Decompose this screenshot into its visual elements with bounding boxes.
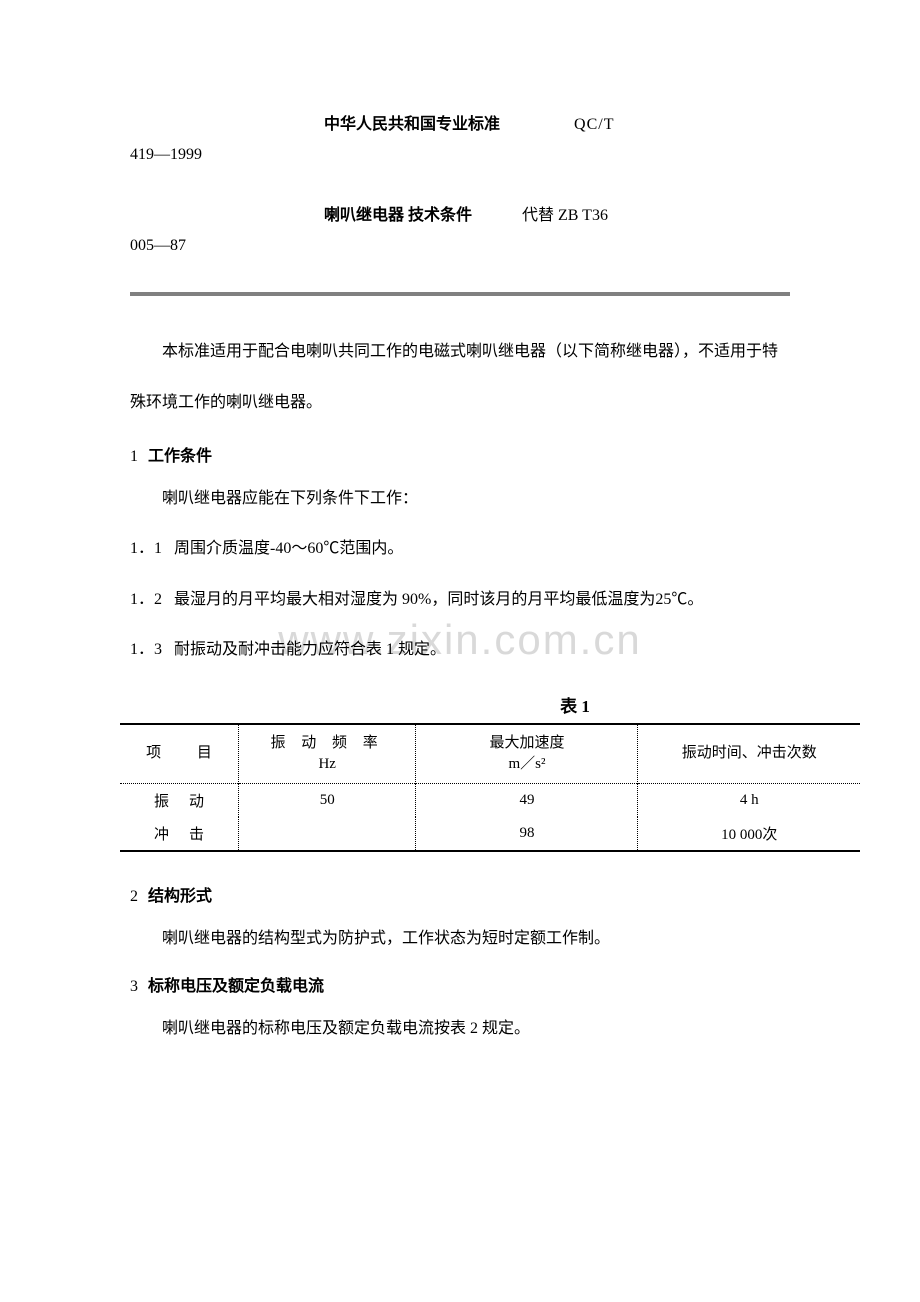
section-3-num: 3: [130, 978, 138, 995]
section-1-title-text: 工作条件: [148, 448, 212, 465]
section-3-text: 喇叭继电器的标称电压及额定负载电流按表 2 规定。: [130, 1010, 790, 1048]
section-1-lead: 喇叭继电器应能在下列条件下工作：: [130, 480, 790, 518]
table-row: 振动 50 49 4 h: [120, 783, 860, 817]
clause-1-2: 1．2 最湿月的月平均最大相对湿度为 90%，同时该月的月平均最低温度为25℃。: [130, 581, 790, 619]
document-page: 中华人民共和国专业标准 QC/T 419—1999 喇叭继电器 技术条件 代替 …: [0, 0, 920, 1120]
table-1-r1-freq: 50: [238, 783, 416, 817]
clause-1-3-num: 1．3: [130, 641, 162, 658]
clause-1-2-num: 1．2: [130, 591, 162, 608]
clause-1-3-text: 耐振动及耐冲击能力应符合表 1 规定。: [174, 641, 446, 658]
document-title: 喇叭继电器 技术条件: [324, 207, 472, 224]
table-1-r2-time: 10 000次: [638, 817, 860, 851]
clause-1-3: 1．3 耐振动及耐冲击能力应符合表 1 规定。: [130, 631, 790, 669]
table-row: 冲击 98 10 000次: [120, 817, 860, 851]
section-2-title-text: 结构形式: [148, 888, 212, 905]
replace-number: 005—87: [130, 231, 790, 261]
table-1-r2-freq: [238, 817, 416, 851]
section-3-title-text: 标称电压及额定负载电流: [148, 978, 324, 995]
table-1-r2-accel: 98: [416, 817, 638, 851]
clause-1-2-text: 最湿月的月平均最大相对湿度为 90%，同时该月的月平均最低温度为25℃。: [174, 591, 703, 608]
table-1-col-freq-line2: Hz: [318, 756, 336, 772]
table-1-col-item: 项 目: [120, 724, 238, 784]
table-1-r2-item: 冲击: [120, 817, 238, 851]
table-1-col-accel-line2: m／s²: [508, 756, 545, 772]
table-1-r1-time: 4 h: [638, 783, 860, 817]
table-1-container: 表 1 项 目 振 动 频 率 Hz 最大加速度 m／s² 振动时间、冲击次数: [120, 692, 860, 852]
table-1: 项 目 振 动 频 率 Hz 最大加速度 m／s² 振动时间、冲击次数 振动 5…: [120, 723, 860, 852]
header-line-1: 中华人民共和国专业标准 QC/T 419—1999: [130, 110, 790, 171]
table-1-r1-accel: 49: [416, 783, 638, 817]
table-1-header-row: 项 目 振 动 频 率 Hz 最大加速度 m／s² 振动时间、冲击次数: [120, 724, 860, 784]
section-2-text: 喇叭继电器的结构型式为防护式，工作状态为短时定额工作制。: [130, 920, 790, 958]
section-2-num: 2: [130, 888, 138, 905]
clause-1-1-text: 周围介质温度-40～60℃范围内。: [174, 540, 403, 557]
table-1-col-freq: 振 动 频 率 Hz: [238, 724, 416, 784]
intro-paragraph: 本标准适用于配合电喇叭共同工作的电磁式喇叭继电器（以下简称继电器），不适用于特殊…: [130, 326, 790, 428]
section-1-title: 1 工作条件: [130, 442, 790, 466]
country-standard-label: 中华人民共和国专业标准: [324, 116, 500, 133]
section-3-title: 3 标称电压及额定负载电流: [130, 972, 790, 996]
table-1-col-accel-line1: 最大加速度: [489, 735, 564, 751]
table-1-col-time: 振动时间、冲击次数: [638, 724, 860, 784]
table-1-r1-item: 振动: [120, 783, 238, 817]
standard-number: 419—1999: [130, 140, 790, 170]
replace-label: 代替 ZB T36: [522, 207, 608, 224]
clause-1-1-num: 1．1: [130, 540, 162, 557]
header-line-2: 喇叭继电器 技术条件 代替 ZB T36 005—87: [130, 201, 790, 262]
document-header: 中华人民共和国专业标准 QC/T 419—1999 喇叭继电器 技术条件 代替 …: [130, 110, 790, 262]
section-2-title: 2 结构形式: [130, 882, 790, 906]
table-1-col-freq-line1: 振 动 频 率: [271, 735, 384, 751]
standard-code: QC/T: [574, 116, 614, 133]
header-divider: [130, 292, 790, 296]
table-1-col-accel: 最大加速度 m／s²: [416, 724, 638, 784]
clause-1-1: 1．1 周围介质温度-40～60℃范围内。: [130, 530, 790, 568]
section-1-num: 1: [130, 448, 138, 465]
table-1-caption: 表 1: [290, 692, 860, 717]
